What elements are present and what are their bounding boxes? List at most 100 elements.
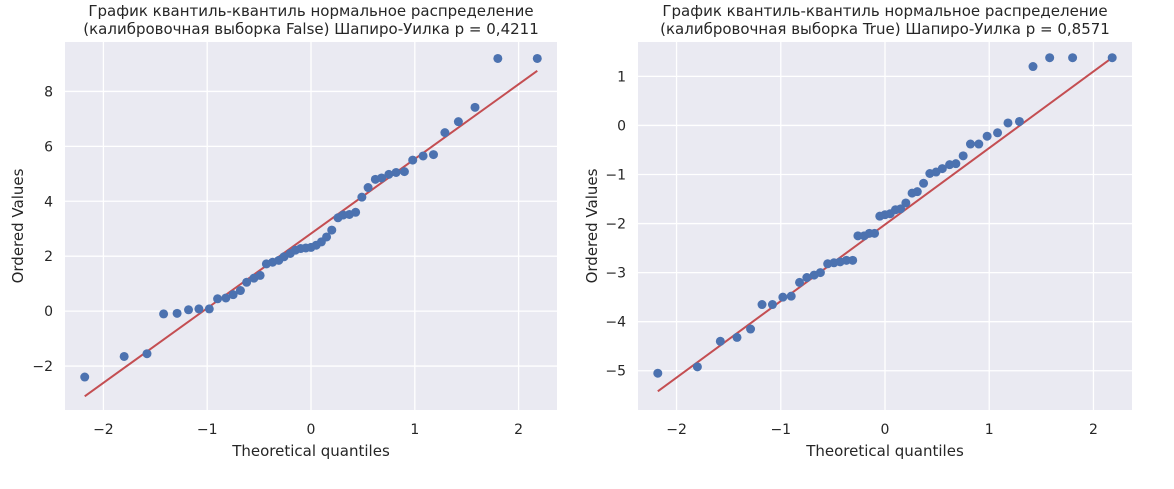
left-y-tick-label: 8 bbox=[44, 84, 53, 100]
left-data-point bbox=[184, 305, 194, 315]
right-data-point bbox=[1068, 53, 1078, 63]
left-data-point bbox=[327, 225, 337, 235]
right-data-point bbox=[786, 291, 796, 301]
right-data-point bbox=[746, 324, 756, 334]
left-y-tick-label: 6 bbox=[44, 139, 53, 155]
left-y-tick-label: 4 bbox=[44, 194, 53, 210]
left-points bbox=[80, 53, 542, 382]
right-data-point bbox=[767, 300, 777, 310]
left-x-tick-label: 1 bbox=[410, 422, 419, 438]
left-data-point bbox=[255, 270, 265, 280]
right-data-point bbox=[1028, 62, 1038, 72]
right-data-point bbox=[841, 255, 851, 265]
right-y-tick-label: −2 bbox=[605, 217, 626, 233]
left-title-line2: (калибровочная выборка False) Шапиро-Уил… bbox=[83, 20, 539, 38]
left-data-point bbox=[80, 372, 90, 382]
left-fit-line bbox=[84, 70, 538, 398]
right-data-point bbox=[732, 332, 742, 342]
left-data-point bbox=[159, 309, 169, 319]
right-data-point bbox=[778, 292, 788, 302]
left-y-ticks: −2 0 2 4 6 8 bbox=[32, 84, 53, 375]
left-data-point bbox=[363, 183, 373, 193]
left-y-tick-label: −2 bbox=[32, 359, 53, 375]
left-data-point bbox=[357, 192, 367, 202]
left-data-point bbox=[235, 286, 245, 296]
left-x-tick-label: 0 bbox=[307, 422, 316, 438]
left-data-point bbox=[242, 277, 252, 287]
left-data-point bbox=[453, 117, 463, 127]
right-y-tick-label: −4 bbox=[605, 315, 626, 331]
left-title-line1: График квантиль-квантиль нормальное расп… bbox=[88, 2, 533, 20]
left-y-tick-label: 0 bbox=[44, 304, 53, 320]
right-x-tick-label: 2 bbox=[1089, 422, 1098, 438]
right-gridlines bbox=[638, 42, 1132, 410]
left-data-point bbox=[351, 207, 361, 217]
left-x-tick-label: 2 bbox=[514, 422, 523, 438]
left-data-point bbox=[228, 290, 238, 300]
right-data-point bbox=[715, 336, 725, 346]
left-data-point bbox=[399, 167, 409, 177]
left-data-point bbox=[377, 173, 387, 183]
right-data-point bbox=[853, 231, 863, 241]
left-y-tick-label: 2 bbox=[44, 249, 53, 265]
right-data-point bbox=[848, 255, 858, 265]
right-data-point bbox=[951, 159, 961, 169]
right-data-point bbox=[1014, 116, 1024, 126]
left-gridlines bbox=[65, 42, 557, 410]
right-y-tick-label: −1 bbox=[605, 167, 626, 183]
right-data-point bbox=[896, 204, 906, 214]
right-data-point bbox=[958, 151, 968, 161]
right-y-tick-label: −3 bbox=[605, 266, 626, 282]
right-data-point bbox=[757, 300, 767, 310]
left-data-point bbox=[194, 304, 204, 314]
right-data-point bbox=[1003, 118, 1013, 128]
left-x-tick-label: −2 bbox=[93, 422, 114, 438]
left-data-point bbox=[322, 232, 332, 242]
left-data-point bbox=[440, 128, 450, 138]
right-x-axis-label: Theoretical quantiles bbox=[805, 442, 964, 460]
left-y-axis-label: Ordered Values bbox=[9, 168, 27, 283]
left-chart: −2 −1 0 1 2 −2 0 2 4 6 8 График квантиль-квантиль… bbox=[9, 2, 557, 460]
left-data-point bbox=[418, 151, 428, 161]
left-data-point bbox=[119, 351, 129, 361]
right-data-point bbox=[653, 368, 663, 378]
right-x-ticks: −2 −1 0 1 2 bbox=[666, 422, 1098, 438]
left-x-axis-label: Theoretical quantiles bbox=[231, 442, 390, 460]
left-data-point bbox=[428, 150, 438, 160]
right-data-point bbox=[901, 198, 911, 208]
left-data-point bbox=[408, 155, 418, 165]
left-x-tick-label: −1 bbox=[197, 422, 218, 438]
left-data-point bbox=[142, 349, 152, 359]
right-y-axis-label: Ordered Values bbox=[583, 168, 601, 283]
left-data-point bbox=[470, 102, 480, 112]
right-data-point bbox=[974, 139, 984, 149]
right-data-point bbox=[802, 273, 812, 283]
left-data-point bbox=[493, 53, 503, 63]
left-data-point bbox=[204, 304, 214, 314]
right-data-point bbox=[795, 277, 805, 287]
right-data-point bbox=[912, 187, 922, 197]
right-x-tick-label: 0 bbox=[881, 422, 890, 438]
right-data-point bbox=[815, 268, 825, 278]
right-x-tick-label: −2 bbox=[666, 422, 687, 438]
left-data-point bbox=[221, 293, 231, 303]
right-y-ticks: −5 −4 −3 −2 −1 0 1 bbox=[605, 69, 626, 379]
right-y-tick-label: 1 bbox=[617, 69, 626, 85]
right-title-line2: (калибровочная выборка True) Шапиро-Уилк… bbox=[660, 20, 1110, 38]
right-data-point bbox=[1045, 53, 1055, 63]
right-data-point bbox=[870, 228, 880, 238]
right-data-point bbox=[692, 362, 702, 372]
right-x-tick-label: −1 bbox=[770, 422, 791, 438]
right-data-point bbox=[919, 178, 929, 188]
right-data-point bbox=[982, 131, 992, 141]
right-x-tick-label: 1 bbox=[985, 422, 994, 438]
left-data-point bbox=[391, 167, 401, 177]
right-data-point bbox=[965, 139, 975, 149]
right-y-tick-label: 0 bbox=[617, 118, 626, 134]
left-data-point bbox=[172, 308, 182, 318]
right-data-point bbox=[993, 128, 1003, 138]
right-points bbox=[653, 53, 1117, 378]
left-x-ticks: −2 −1 0 1 2 bbox=[93, 422, 523, 438]
left-data-point bbox=[532, 53, 542, 63]
